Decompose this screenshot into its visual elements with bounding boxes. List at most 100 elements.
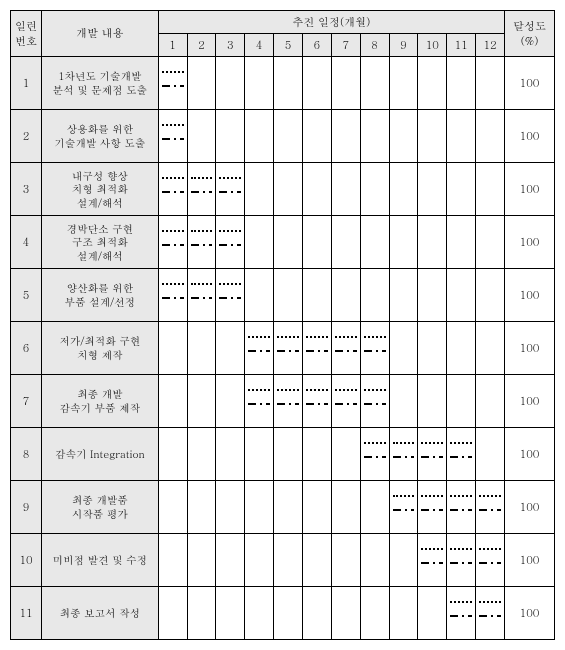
gantt-cell — [331, 57, 360, 110]
gantt-cell — [447, 587, 476, 640]
gantt-cell — [274, 322, 303, 375]
row-pct: 100 — [504, 481, 554, 534]
plan-bar — [364, 442, 386, 444]
plan-bar — [248, 389, 270, 391]
gantt-cell — [274, 110, 303, 163]
header-month: 7 — [331, 34, 360, 57]
gantt-cell — [187, 269, 216, 322]
gantt-cell — [389, 375, 418, 428]
table-row: 6저가/최적화 구현치형 제작100 — [11, 322, 555, 375]
gantt-cell — [389, 428, 418, 481]
schedule-table: 일련번호 개발 내용 추진 일정(개월) 달성도(%) 1 2 3 4 5 6 … — [10, 10, 555, 640]
table-row: 8감속기 Integration 100 — [11, 428, 555, 481]
row-desc: 1차년도 기술개발분석 및 문제점 도출 — [42, 57, 159, 110]
actual-bar — [306, 350, 328, 352]
actual-bar — [421, 456, 443, 458]
actual-bar — [219, 297, 241, 299]
plan-bar — [450, 548, 472, 550]
row-no: 5 — [11, 269, 42, 322]
row-no: 8 — [11, 428, 42, 481]
header-month: 6 — [302, 34, 331, 57]
table-row: 7최종 개발감속기 부품 제작100 — [11, 375, 555, 428]
gantt-cell — [302, 481, 331, 534]
header-month: 10 — [418, 34, 447, 57]
plan-bar — [248, 336, 270, 338]
plan-bar — [479, 495, 501, 497]
plan-bar — [364, 389, 386, 391]
gantt-cell — [302, 110, 331, 163]
row-pct: 100 — [504, 534, 554, 587]
gantt-cell — [216, 322, 245, 375]
gantt-cell — [331, 534, 360, 587]
gantt-cell — [302, 534, 331, 587]
gantt-cell — [476, 163, 505, 216]
gantt-cell — [331, 481, 360, 534]
gantt-cell — [245, 375, 274, 428]
gantt-cell — [476, 375, 505, 428]
gantt-cell — [389, 481, 418, 534]
row-desc: 감속기 Integration — [42, 428, 159, 481]
gantt-cell — [158, 428, 187, 481]
plan-bar — [335, 389, 357, 391]
gantt-cell — [389, 163, 418, 216]
table-row: 11최종 보고서 작성100 — [11, 587, 555, 640]
gantt-cell — [447, 57, 476, 110]
table-row: 10미비점 발견 및 수정100 — [11, 534, 555, 587]
gantt-cell — [447, 269, 476, 322]
gantt-cell — [158, 322, 187, 375]
gantt-cell — [302, 587, 331, 640]
gantt-cell — [447, 375, 476, 428]
actual-bar — [421, 509, 443, 511]
gantt-cell — [447, 428, 476, 481]
row-desc: 경박단소 구현구조 최적화설계/해석 — [42, 216, 159, 269]
row-no: 9 — [11, 481, 42, 534]
header-month: 2 — [187, 34, 216, 57]
gantt-cell — [476, 57, 505, 110]
gantt-cell — [245, 57, 274, 110]
gantt-cell — [216, 375, 245, 428]
gantt-cell — [216, 534, 245, 587]
actual-bar — [162, 244, 184, 246]
header-desc: 개발 내용 — [42, 11, 159, 57]
gantt-cell — [158, 587, 187, 640]
gantt-cell — [216, 428, 245, 481]
plan-bar — [219, 177, 241, 179]
gantt-cell — [302, 216, 331, 269]
gantt-cell — [216, 110, 245, 163]
actual-bar — [364, 403, 386, 405]
actual-bar — [450, 562, 472, 564]
actual-bar — [421, 562, 443, 564]
row-pct: 100 — [504, 428, 554, 481]
gantt-cell — [418, 57, 447, 110]
gantt-cell — [418, 322, 447, 375]
header-month: 3 — [216, 34, 245, 57]
actual-bar — [450, 615, 472, 617]
gantt-cell — [360, 587, 389, 640]
gantt-cell — [274, 216, 303, 269]
gantt-cell — [418, 375, 447, 428]
row-pct: 100 — [504, 269, 554, 322]
gantt-cell — [274, 534, 303, 587]
actual-bar — [364, 350, 386, 352]
plan-bar — [421, 548, 443, 550]
gantt-cell — [158, 534, 187, 587]
gantt-cell — [216, 481, 245, 534]
plan-bar — [162, 283, 184, 285]
gantt-cell — [245, 534, 274, 587]
plan-bar — [162, 124, 184, 126]
row-desc: 최종 보고서 작성 — [42, 587, 159, 640]
plan-bar — [191, 230, 213, 232]
gantt-cell — [302, 57, 331, 110]
row-no: 4 — [11, 216, 42, 269]
actual-bar — [248, 350, 270, 352]
actual-bar — [277, 350, 299, 352]
gantt-cell — [158, 57, 187, 110]
gantt-cell — [245, 322, 274, 375]
gantt-cell — [418, 110, 447, 163]
row-desc: 저가/최적화 구현치형 제작 — [42, 322, 159, 375]
gantt-cell — [360, 163, 389, 216]
gantt-cell — [187, 57, 216, 110]
row-no: 2 — [11, 110, 42, 163]
gantt-cell — [389, 587, 418, 640]
gantt-cell — [187, 587, 216, 640]
